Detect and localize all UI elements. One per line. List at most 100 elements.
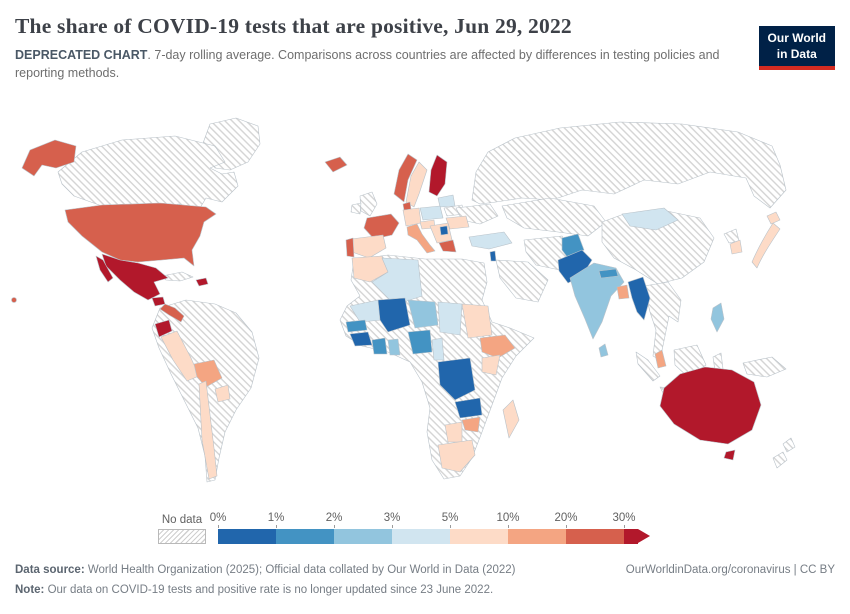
world-map (10, 110, 840, 508)
country-indonesia-sumatra[interactable] (635, 351, 661, 382)
country-france[interactable] (363, 213, 400, 240)
legend-tick (566, 525, 567, 528)
region-indochina-no-data[interactable] (643, 281, 682, 361)
country-chile[interactable] (198, 380, 218, 480)
country-romania[interactable] (445, 215, 470, 230)
country-australia-tasmania[interactable] (723, 449, 736, 461)
country-guinea[interactable] (349, 331, 373, 347)
country-cameroon[interactable] (431, 337, 445, 361)
legend-bucket-0-1%[interactable] (218, 529, 276, 544)
country-spain[interactable] (350, 234, 387, 259)
country-ghana[interactable] (387, 338, 401, 356)
country-dominican-republic[interactable] (195, 277, 209, 287)
country-united-states[interactable] (64, 202, 217, 267)
legend-tick (334, 525, 335, 528)
country-turkey[interactable] (468, 231, 513, 250)
country-united-kingdom[interactable] (359, 191, 378, 217)
country-sudan[interactable] (461, 303, 493, 339)
country-bangladesh[interactable] (616, 284, 630, 300)
page-title: The share of COVID-19 tests that are pos… (15, 14, 572, 38)
country-germany[interactable] (402, 207, 422, 227)
country-new-zealand-south[interactable] (772, 451, 788, 469)
region-baltic-states[interactable] (437, 194, 456, 208)
country-senegal[interactable] (345, 319, 368, 333)
country-madagascar[interactable] (502, 399, 520, 439)
country-nigeria[interactable] (407, 329, 433, 355)
country-iceland[interactable] (324, 156, 348, 173)
legend-bucket-2-3%[interactable] (334, 529, 392, 544)
country-india[interactable] (569, 262, 625, 340)
country-philippines[interactable] (710, 302, 725, 333)
country-dr-congo[interactable] (437, 357, 476, 401)
country-denmark[interactable] (402, 201, 412, 211)
country-norway[interactable] (393, 153, 418, 203)
country-saudi-arabia[interactable] (495, 259, 549, 303)
legend-tick-label: 10% (496, 512, 520, 524)
legend-tick (392, 525, 393, 528)
country-canada[interactable] (57, 135, 239, 211)
country-guatemala[interactable] (151, 296, 166, 307)
country-mongolia[interactable] (621, 207, 679, 231)
country-italy[interactable] (406, 223, 436, 254)
country-russia[interactable] (471, 121, 787, 209)
country-united-states-alaska[interactable] (21, 139, 77, 177)
owid-link[interactable]: OurWorldinData.org/coronavirus | CC BY (625, 564, 835, 576)
owid-logo[interactable]: Our World in Data (758, 26, 835, 71)
country-japan[interactable] (751, 222, 781, 269)
country-botswana[interactable] (444, 421, 463, 443)
legend-tick (624, 525, 625, 528)
country-cuba[interactable] (161, 271, 194, 282)
country-greece[interactable] (438, 239, 457, 253)
legend-bucket-5-10%[interactable] (450, 529, 508, 544)
country-finland[interactable] (428, 154, 448, 197)
country-sri-lanka[interactable] (598, 343, 609, 358)
country-poland[interactable] (419, 205, 444, 221)
country-sweden[interactable] (405, 161, 428, 208)
country-japan-hokkaido[interactable] (766, 211, 781, 225)
country-portugal[interactable] (345, 237, 355, 258)
legend-tick-label: 30% (612, 512, 636, 524)
map-legend: No data 0% 1% 2% 3% 5% 10% 20% 30% (158, 512, 658, 544)
country-mexico[interactable] (101, 253, 169, 301)
legend-bucket-20-30%[interactable] (566, 529, 624, 544)
legend-bucket-3-5%[interactable] (392, 529, 450, 544)
country-mexico-baja[interactable] (95, 255, 114, 283)
country-niger[interactable] (407, 299, 439, 329)
legend-no-data-swatch[interactable] (158, 529, 206, 544)
country-zambia[interactable] (454, 397, 483, 419)
country-nepal[interactable] (598, 268, 619, 279)
region-africa-no-data[interactable] (339, 254, 535, 480)
region-central-america[interactable] (159, 303, 185, 323)
country-kazakhstan[interactable] (501, 197, 607, 237)
country-south-africa[interactable] (437, 439, 476, 473)
country-israel[interactable] (489, 250, 497, 262)
data-source-label: Data source: (15, 564, 85, 576)
country-serbia[interactable] (439, 225, 449, 236)
country-north-korea[interactable] (723, 228, 740, 244)
country-chad[interactable] (437, 301, 463, 336)
country-south-korea[interactable] (729, 239, 743, 255)
country-morocco[interactable] (351, 255, 389, 283)
legend-arrow-rect[interactable] (624, 529, 638, 544)
legend-bucket-1-2%[interactable] (276, 529, 334, 544)
country-new-zealand-north[interactable] (782, 437, 796, 453)
country-paraguay[interactable] (214, 384, 231, 403)
country-australia[interactable] (659, 366, 762, 445)
country-ecuador[interactable] (154, 319, 173, 338)
country-zimbabwe[interactable] (461, 416, 481, 433)
note-line: Note: Our data on COVID-19 tests and pos… (15, 580, 835, 600)
country-myanmar[interactable] (627, 276, 651, 321)
legend-tick (508, 525, 509, 528)
country-bolivia[interactable] (193, 359, 223, 388)
chart-subtitle: DEPRECATED CHART. 7-day rolling average.… (15, 46, 723, 82)
country-malaysia[interactable] (654, 349, 667, 369)
country-mali[interactable] (377, 297, 411, 333)
country-ireland[interactable] (350, 202, 362, 215)
country-kenya[interactable] (481, 354, 501, 376)
country-papua-new-guinea[interactable] (742, 356, 787, 378)
country-cote-divoire[interactable] (371, 337, 388, 355)
deprecated-label: DEPRECATED CHART (15, 48, 148, 62)
country-ethiopia[interactable] (479, 334, 516, 359)
country-united-states-hawaii[interactable] (11, 297, 17, 303)
legend-bucket-10-20%[interactable] (508, 529, 566, 544)
